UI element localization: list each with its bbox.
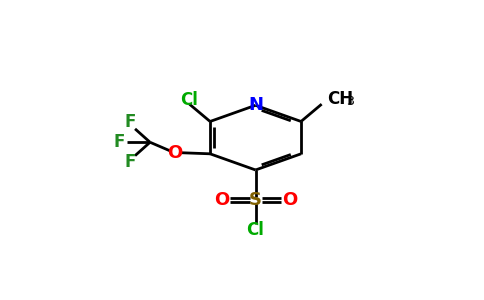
Text: N: N — [248, 96, 263, 114]
Text: CH: CH — [327, 90, 353, 108]
Text: S: S — [249, 191, 262, 209]
Text: O: O — [167, 144, 182, 162]
Text: Cl: Cl — [181, 91, 198, 109]
Text: Cl: Cl — [247, 221, 264, 239]
Text: O: O — [214, 191, 229, 209]
Text: F: F — [113, 133, 124, 151]
Text: 3: 3 — [346, 95, 354, 108]
Text: F: F — [124, 153, 136, 171]
Text: O: O — [282, 191, 297, 209]
Text: F: F — [124, 113, 136, 131]
